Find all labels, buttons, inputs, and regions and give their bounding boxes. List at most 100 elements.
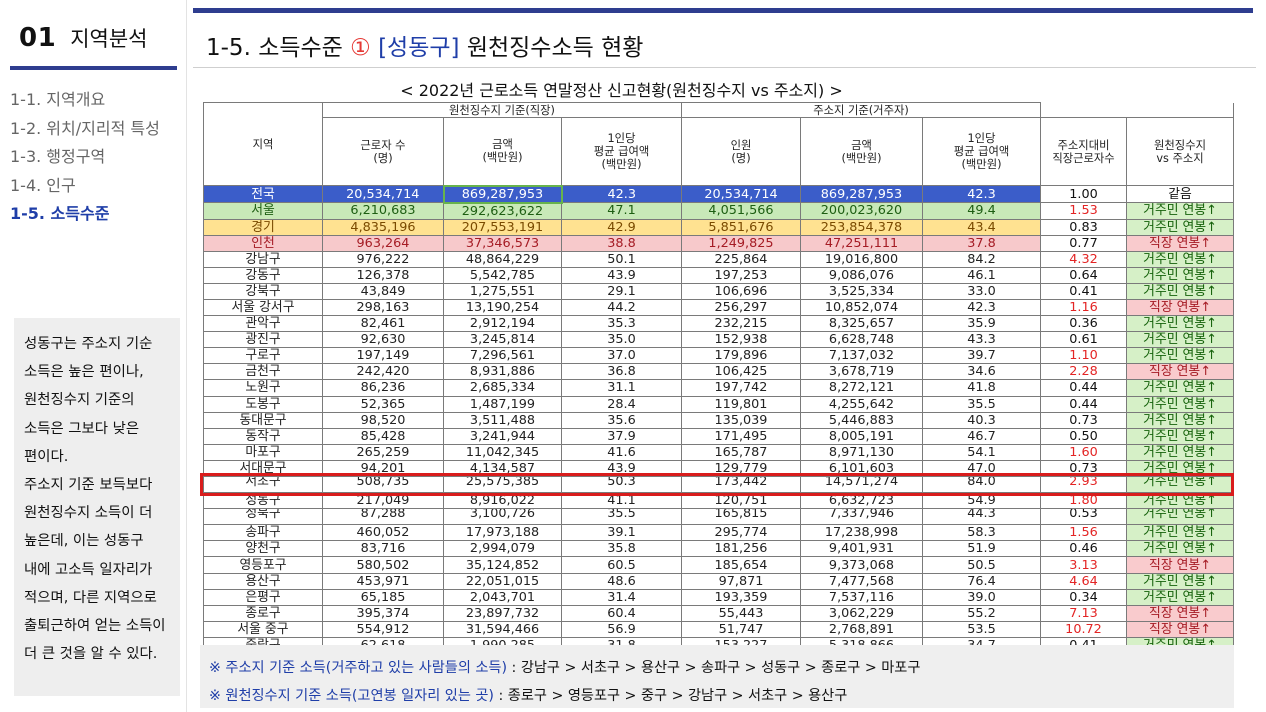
cell-w-workers: 52,365: [322, 395, 444, 413]
cell-w-workers: 126,378: [322, 266, 444, 284]
cell-w-workers: 82,461: [322, 315, 444, 333]
cell-w-amount: 8,916,022: [443, 492, 562, 510]
cell-r-avg: 34.6: [922, 363, 1041, 381]
cell-w-amount: 207,553,191: [443, 218, 562, 236]
cell-r-people: 51,747: [681, 620, 801, 638]
cell-r-people: 119,801: [681, 395, 801, 413]
footer-line-residence: ※ 주소지 기준 소득(거주하고 있는 사람들의 소득) : 강남구 > 서초구…: [209, 654, 1234, 682]
table-row: 경기 4,835,196 207,553,191 42.9 5,851,676 253,8…: [203, 218, 1234, 236]
top-accent-bar: [193, 8, 1253, 13]
cell-ratio: 2.93: [1040, 475, 1127, 494]
cell-r-avg: 54.9: [922, 492, 1041, 510]
table-row: 서울 강서구 298,163 13,190,254 44.2 256,297 10,852…: [203, 298, 1234, 317]
cell-w-amount: 3,100,726: [443, 508, 562, 526]
cell-w-avg: 56.9: [561, 620, 682, 638]
col-header-w-workers: 근로자 수 (명): [322, 117, 444, 186]
cell-w-avg: 42.3: [561, 185, 682, 203]
cell-w-avg: 35.5: [561, 508, 682, 526]
cell-r-avg: 84.2: [922, 250, 1041, 268]
cell-r-avg: 35.5: [922, 395, 1041, 413]
section-title: 지역분석: [70, 27, 148, 51]
cell-w-avg: 50.1: [561, 250, 682, 268]
table-row: 전국 20,534,714 869,287,953 42.3 20,534,714 869…: [203, 184, 1234, 204]
cell-r-avg: 46.1: [922, 266, 1041, 284]
sidebar-item[interactable]: 1-1. 지역개요: [10, 90, 106, 109]
cell-w-workers: 963,264: [322, 234, 444, 252]
cell-ratio: 1.10: [1040, 347, 1127, 365]
table-row: 도봉구 52,365 1,487,199 28.4 119,801 4,255,642 35…: [203, 395, 1234, 413]
sidebar-divider: [186, 0, 187, 712]
cell-r-people: 1,249,825: [681, 234, 801, 252]
cell-w-avg: 31.4: [561, 588, 682, 606]
cell-ratio: 0.61: [1040, 331, 1127, 349]
cell-w-avg: 35.6: [561, 411, 682, 429]
cell-compare: 거주민 연봉↑: [1126, 427, 1234, 445]
cell-w-workers: 4,835,196: [322, 218, 444, 236]
table-row: 광진구 92,630 3,245,814 35.0 152,938 6,628,748 43…: [203, 331, 1234, 349]
note-paragraph-1: 성동구는 주소지 기순 소득은 높은 편이나, 원천징수지 기준의 소득은 그보…: [24, 336, 153, 465]
cell-w-amount: 17,973,188: [443, 524, 562, 542]
cell-r-amount: 8,005,191: [800, 427, 923, 445]
cell-r-people: 185,654: [681, 556, 801, 574]
cell-compare: 직장 연봉↑: [1126, 620, 1234, 638]
cell-region: 강북구: [203, 282, 323, 300]
page-title: 1-5. 소득수준 ① [성동구] 원천징수소득 현황: [206, 28, 643, 62]
footer-label-residence: ※ 주소지 기준 소득(거주하고 있는 사람들의 소득): [209, 660, 508, 676]
cell-w-avg: 29.1: [561, 282, 682, 300]
table-row: 구로구 197,149 7,296,561 37.0 179,896 7,137,032 3…: [203, 347, 1234, 365]
summary-note: 성동구는 주소지 기순 소득은 높은 편이나, 원천징수지 기준의 소득은 그보…: [14, 318, 180, 696]
cell-r-people: 173,442: [681, 475, 801, 494]
table-row: 서울 6,210,683 292,623,622 47.1 4,051,566 200,0…: [203, 202, 1234, 220]
cell-w-amount: 3,241,944: [443, 427, 562, 445]
cell-w-workers: 976,222: [322, 250, 444, 268]
cell-compare: 거주민 연봉↑: [1126, 475, 1234, 494]
title-circle-number: ①: [350, 35, 371, 61]
cell-r-avg: 43.3: [922, 331, 1041, 349]
cell-r-people: 256,297: [681, 298, 801, 317]
cell-r-amount: 17,238,998: [800, 524, 923, 542]
cell-w-workers: 197,149: [322, 347, 444, 365]
cell-r-people: 197,253: [681, 266, 801, 284]
cell-compare: 거주민 연봉↑: [1126, 572, 1234, 590]
sidebar-item[interactable]: 1-4. 인구: [10, 175, 76, 195]
cell-w-amount: 1,487,199: [443, 395, 562, 413]
cell-ratio: 0.41: [1040, 282, 1127, 300]
table-row: 동대문구 98,520 3,511,488 35.6 135,039 5,446,883 4…: [203, 411, 1234, 429]
cell-r-people: 193,359: [681, 588, 801, 606]
table-row: 송파구 460,052 17,973,188 39.1 295,774 17,238,99…: [203, 524, 1234, 542]
sidebar-item[interactable]: 1-3. 행정구역: [10, 147, 106, 166]
cell-compare: 거주민 연봉↑: [1126, 540, 1234, 558]
cell-r-avg: 46.7: [922, 427, 1041, 445]
cell-r-amount: 9,086,076: [800, 266, 923, 284]
cell-r-people: 120,751: [681, 492, 801, 510]
cell-compare: 같음: [1126, 185, 1234, 203]
cell-ratio: 3.13: [1040, 556, 1127, 574]
cell-compare: 거주민 연봉↑: [1126, 331, 1234, 349]
cell-w-workers: 508,735: [322, 475, 444, 494]
cell-r-amount: 8,971,130: [800, 443, 923, 461]
cell-w-amount: 3,245,814: [443, 331, 562, 349]
cell-r-people: 152,938: [681, 331, 801, 349]
sidebar-item[interactable]: 1-5. 소득수준: [10, 204, 110, 223]
cell-w-avg: 60.4: [561, 604, 682, 622]
cell-ratio: 2.28: [1040, 363, 1127, 381]
col-header-ratio: 주소지대비 직장근로자수: [1040, 117, 1127, 186]
cell-region: 은평구: [203, 588, 323, 606]
cell-r-people: 106,425: [681, 363, 801, 381]
cell-r-people: 106,696: [681, 282, 801, 300]
cell-r-avg: 76.4: [922, 572, 1041, 590]
cell-ratio: 0.44: [1040, 379, 1127, 397]
cell-w-amount: 2,912,194: [443, 315, 562, 333]
cell-region: 광진구: [203, 331, 323, 349]
cell-r-people: 165,787: [681, 443, 801, 461]
cell-r-amount: 47,251,111: [800, 234, 923, 252]
cell-r-amount: 5,446,883: [800, 411, 923, 429]
cell-w-avg: 41.1: [561, 492, 682, 510]
cell-w-avg: 31.1: [561, 379, 682, 397]
cell-w-workers: 87,288: [322, 508, 444, 526]
cell-r-avg: 42.3: [922, 185, 1041, 203]
section-header: 01 지역분석: [19, 23, 147, 53]
sidebar-item[interactable]: 1-2. 위치/지리적 특성: [10, 118, 160, 138]
cell-r-people: 179,896: [681, 347, 801, 365]
cell-region: 서울 강서구: [203, 298, 323, 317]
